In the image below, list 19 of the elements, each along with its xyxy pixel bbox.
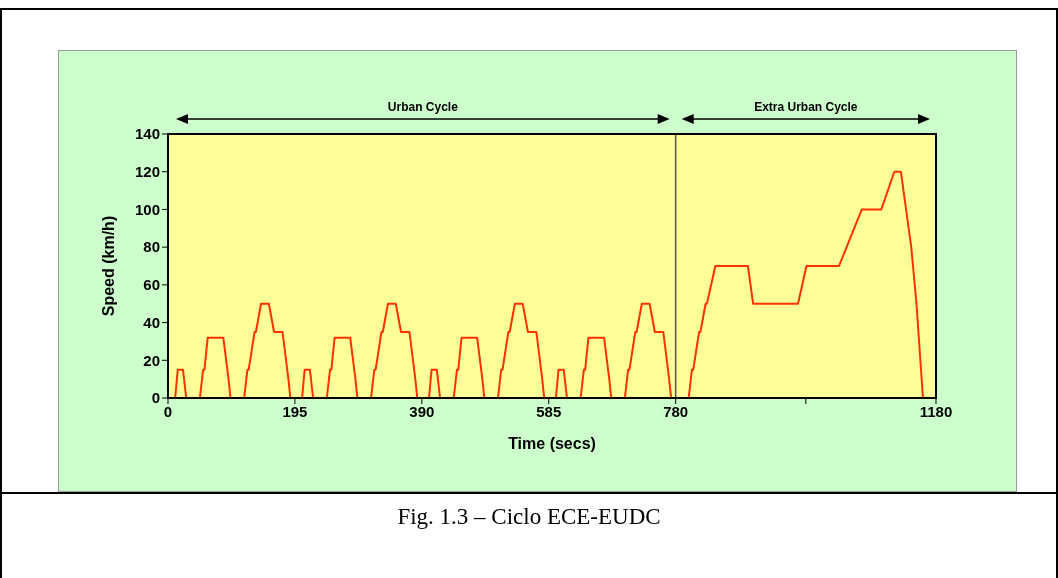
x-axis-title: Time (secs) xyxy=(508,435,596,452)
x-tick-label: 1180 xyxy=(919,402,953,420)
y-tick-label: 40 xyxy=(143,313,160,331)
x-tick-label: 390 xyxy=(409,402,435,420)
y-tick-label: 60 xyxy=(143,276,160,294)
x-tick-label: 195 xyxy=(282,402,308,420)
y-tick-label: 0 xyxy=(151,389,160,407)
y-tick-label: 100 xyxy=(134,200,160,218)
y-tick-label: 20 xyxy=(143,351,160,369)
x-tick-label: 0 xyxy=(163,402,173,420)
y-tick-label: 140 xyxy=(134,125,160,143)
text: Fig. 1.3 – Ciclo ECE-EUDC xyxy=(396,504,662,530)
text: Urban Cycle xyxy=(387,100,459,114)
y-tick-label: 80 xyxy=(143,238,160,256)
text: Extra Urban Cycle xyxy=(754,100,858,114)
y-tick-label: 120 xyxy=(134,163,160,181)
x-tick-label: 585 xyxy=(536,402,562,420)
x-tick-label: 780 xyxy=(663,402,689,420)
y-axis-title: Speed (km/h) xyxy=(99,215,117,317)
